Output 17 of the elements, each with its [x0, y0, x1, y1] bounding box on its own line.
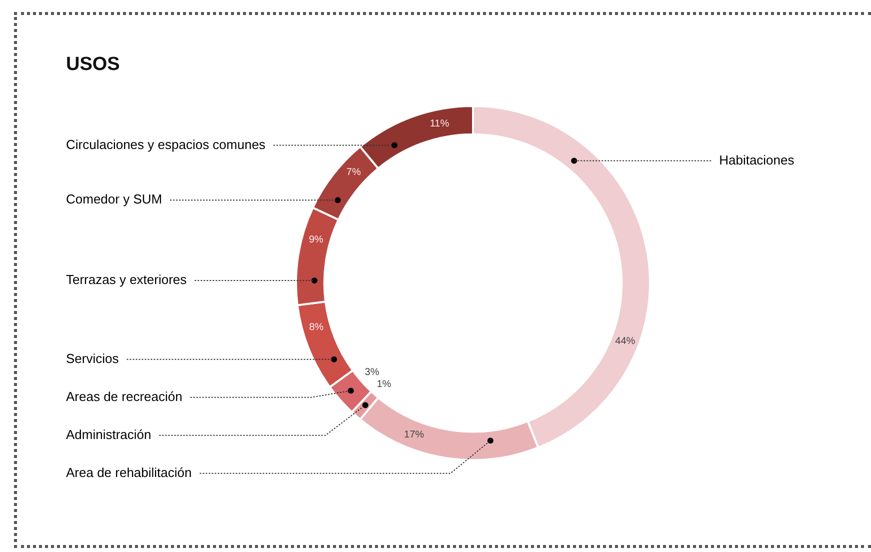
data-label: 9% [308, 234, 324, 246]
slice-label: Areas de recreación [66, 388, 182, 404]
slice-label: Habitaciones [719, 152, 795, 168]
data-label: 3% [364, 366, 380, 378]
slice-label: Circulaciones y espacios comunes [66, 136, 266, 152]
chart-title: USOS [66, 54, 120, 76]
data-label: 44% [615, 336, 636, 347]
slice-label: Administración [66, 426, 152, 442]
slice-label: Terrazas y exteriores [66, 272, 188, 288]
data-label: 11% [430, 118, 450, 130]
slice-label: Servicios [66, 350, 120, 366]
data-label: 1% [376, 378, 392, 390]
data-label: 17% [404, 430, 424, 441]
data-label: 8% [309, 322, 324, 334]
data-label: 7% [346, 167, 361, 178]
slice-label: Area de rehabilitación [66, 464, 192, 480]
slice-label: Comedor y SUM [66, 192, 162, 207]
